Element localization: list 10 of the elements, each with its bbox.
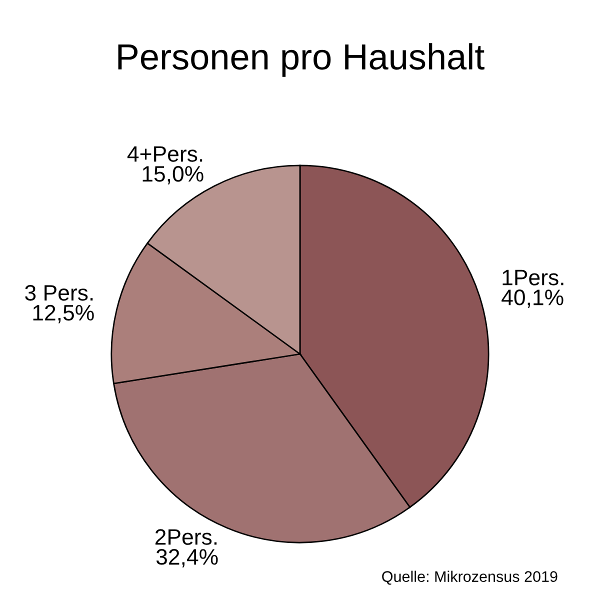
slice-label: 4+Pers.	[127, 146, 202, 162]
data-label: 40,1%	[502, 290, 564, 308]
chart-title: Personen pro Haushalt	[118, 43, 484, 77]
data-label: 32,4%	[156, 549, 218, 568]
data-label: 12,5%	[33, 304, 94, 324]
source-note: Quelle: Mikrozensus 2019	[382, 570, 558, 585]
slice-label: 1Pers.	[502, 270, 564, 286]
slice-label: 2Pers.	[155, 529, 217, 545]
data-label: 15,0%	[142, 166, 204, 184]
slice-label: 3 Pers.	[25, 284, 93, 301]
